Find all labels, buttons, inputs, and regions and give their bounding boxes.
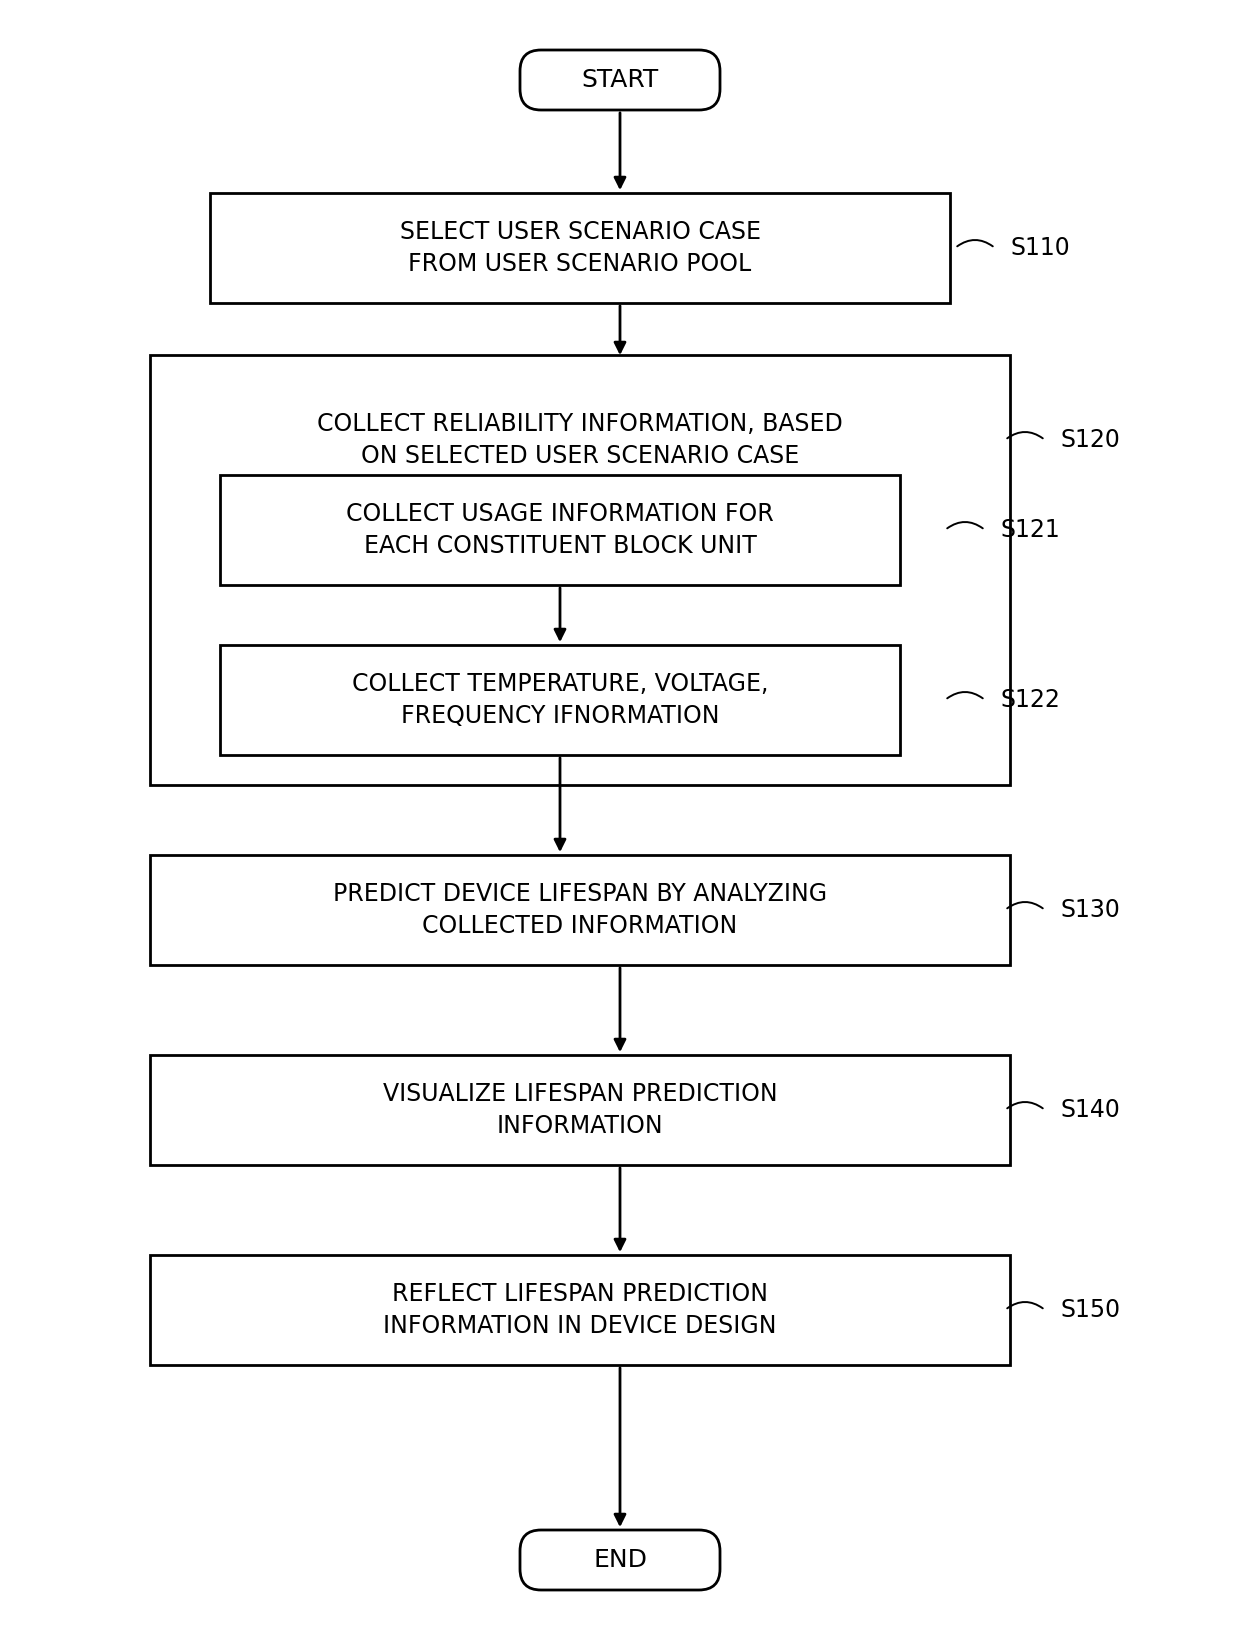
Text: START: START bbox=[582, 67, 658, 92]
Text: S122: S122 bbox=[999, 688, 1060, 712]
Text: END: END bbox=[593, 1548, 647, 1573]
Text: COLLECT TEMPERATURE, VOLTAGE,
FREQUENCY IFNORMATION: COLLECT TEMPERATURE, VOLTAGE, FREQUENCY … bbox=[352, 673, 769, 727]
Text: S121: S121 bbox=[999, 518, 1060, 541]
Bar bbox=[219, 475, 900, 586]
Text: SELECT USER SCENARIO CASE
FROM USER SCENARIO POOL: SELECT USER SCENARIO CASE FROM USER SCEN… bbox=[399, 220, 760, 276]
Bar bbox=[150, 855, 1011, 966]
Text: COLLECT USAGE INFORMATION FOR
EACH CONSTITUENT BLOCK UNIT: COLLECT USAGE INFORMATION FOR EACH CONST… bbox=[346, 502, 774, 558]
FancyBboxPatch shape bbox=[520, 49, 720, 110]
Text: REFLECT LIFESPAN PREDICTION
INFORMATION IN DEVICE DESIGN: REFLECT LIFESPAN PREDICTION INFORMATION … bbox=[383, 1281, 776, 1337]
Bar bbox=[219, 645, 900, 755]
Bar bbox=[150, 1054, 1011, 1165]
Text: S120: S120 bbox=[1060, 428, 1120, 452]
Text: COLLECT RELIABILITY INFORMATION, BASED
ON SELECTED USER SCENARIO CASE: COLLECT RELIABILITY INFORMATION, BASED O… bbox=[317, 413, 843, 467]
Bar bbox=[150, 1255, 1011, 1365]
Bar bbox=[150, 355, 1011, 785]
Text: VISUALIZE LIFESPAN PREDICTION
INFORMATION: VISUALIZE LIFESPAN PREDICTION INFORMATIO… bbox=[383, 1082, 777, 1138]
Text: S130: S130 bbox=[1060, 898, 1120, 921]
Text: S140: S140 bbox=[1060, 1097, 1120, 1122]
Text: S150: S150 bbox=[1060, 1298, 1120, 1323]
Text: PREDICT DEVICE LIFESPAN BY ANALYZING
COLLECTED INFORMATION: PREDICT DEVICE LIFESPAN BY ANALYZING COL… bbox=[332, 882, 827, 938]
Bar bbox=[210, 192, 950, 303]
Text: S110: S110 bbox=[1011, 235, 1070, 260]
FancyBboxPatch shape bbox=[520, 1530, 720, 1591]
